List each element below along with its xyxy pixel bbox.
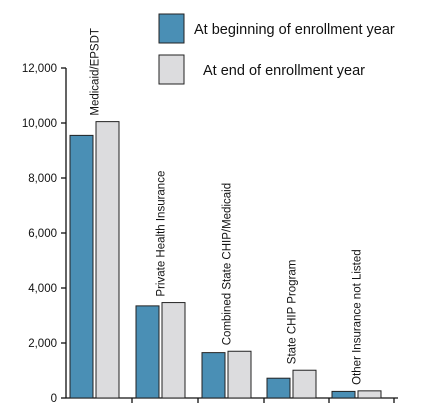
y-tick-label: 8,000: [28, 173, 57, 185]
category-label: State CHIP Program: [287, 260, 299, 365]
legend-label-beginning: At beginning of enrollment year: [194, 22, 395, 38]
bar-beginning-4: [266, 377, 291, 399]
y-tick-label: 10,000: [22, 118, 57, 130]
bar-beginning-1: [69, 134, 94, 399]
category-label: Combined State CHIP/Medicaid: [222, 183, 234, 345]
y-tick-label: 0: [51, 393, 57, 404]
legend-label-end: At end of enrollment year: [203, 63, 365, 79]
category-labels: Medicaid/EPSDT Private Health Insurance Co…: [90, 28, 364, 385]
legend-swatch-end: [158, 54, 185, 85]
y-tick-label: 2,000: [28, 338, 57, 350]
y-tick-label: 6,000: [28, 228, 57, 240]
legend-swatch-beginning: [158, 13, 185, 44]
bar-beginning-5: [331, 390, 356, 399]
bar-end-2: [161, 302, 186, 399]
bar-beginning-3: [201, 352, 226, 399]
bar-end-5: [357, 390, 382, 399]
category-label: Private Health Insurance: [156, 171, 168, 297]
category-label: Other Insurance not Listed: [352, 249, 364, 385]
legend: At beginning of enrollment year At end of…: [158, 13, 395, 85]
y-tick-label: 12,000: [22, 63, 57, 75]
bar-end-3: [227, 350, 252, 399]
bar-end-1: [95, 121, 120, 399]
y-axis: 0 2,000 4,000 6,000 8,000 10,000 12,000: [22, 63, 398, 404]
bar-beginning-2: [135, 305, 160, 399]
category-label: Medicaid/EPSDT: [90, 28, 102, 116]
bar-end-4: [292, 369, 317, 399]
bars: [69, 121, 382, 399]
y-tick-label: 4,000: [28, 283, 57, 295]
